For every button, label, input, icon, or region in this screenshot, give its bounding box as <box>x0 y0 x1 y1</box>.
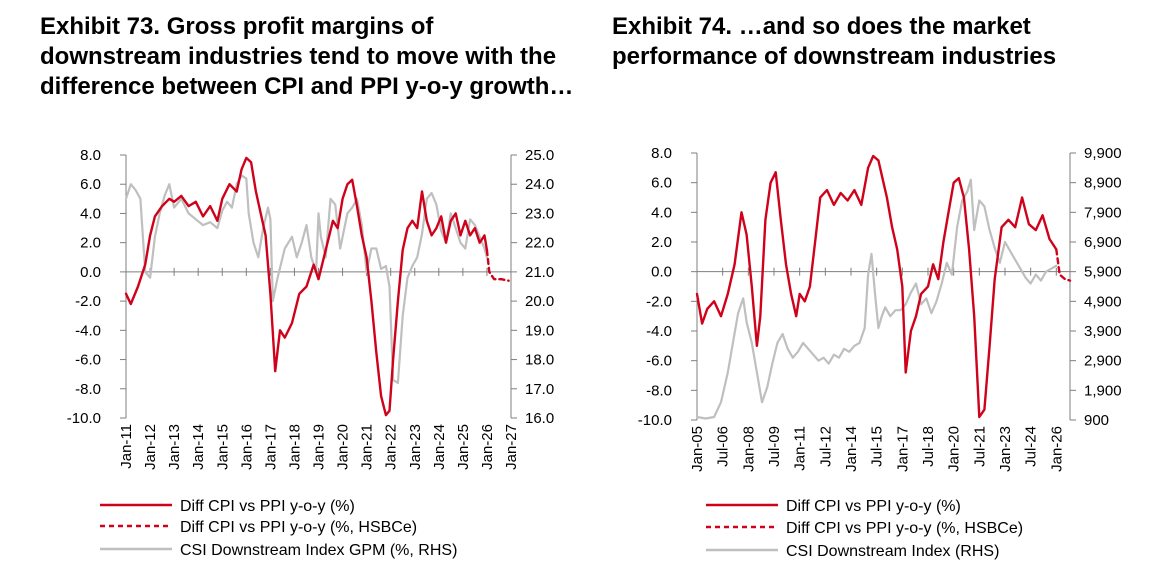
series-line-solid-red <box>695 154 1058 419</box>
x-tick-label: Jan-20 <box>335 424 352 470</box>
left-y-tick-label: -2.0 <box>75 293 101 310</box>
x-tick-label: Jul-15 <box>869 426 886 467</box>
right-y-tick-label: 8,900 <box>1084 175 1122 192</box>
left-y-tick-label: -6.0 <box>646 353 672 370</box>
right-y-tick-label: 19.0 <box>525 322 554 339</box>
legend-label: Diff CPI vs PPI y-o-y (%) <box>786 498 961 515</box>
legend-label: Diff CPI vs PPI y-o-y (%, HSBCe) <box>786 520 1023 537</box>
left-y-tick-label: -8.0 <box>646 382 672 399</box>
x-tick-label: Jul-21 <box>971 426 988 467</box>
x-tick-label: Jan-25 <box>455 424 472 470</box>
x-tick-label: Jan-18 <box>286 424 303 470</box>
x-tick-label: Jul-09 <box>766 426 783 467</box>
left-y-tick-label: 6.0 <box>80 176 101 193</box>
right-y-tick-label: 24.0 <box>525 176 554 193</box>
x-tick-label: Jul-18 <box>920 426 937 467</box>
legend-label: Diff CPI vs PPI y-o-y (%, HSBCe) <box>180 519 417 536</box>
x-tick-label: Jul-06 <box>715 426 732 467</box>
left-y-tick-label: 6.0 <box>651 175 672 192</box>
series-line-solid-red <box>124 156 489 417</box>
series-line-solid-gray <box>124 174 488 384</box>
left-y-tick-label: 8.0 <box>80 147 101 164</box>
left-y-tick-label: -6.0 <box>75 352 101 369</box>
right-y-tick-label: 17.0 <box>525 381 554 398</box>
exhibit-73-title: Exhibit 73. Gross profit margins of down… <box>40 13 574 100</box>
right-y-tick-label: 18.0 <box>525 352 554 369</box>
x-tick-label: Jan-05 <box>689 426 706 472</box>
left-y-tick-label: 0.0 <box>80 264 101 281</box>
left-y-tick-label: 2.0 <box>651 234 672 251</box>
x-tick-label: Jan-11 <box>792 426 809 471</box>
series-line-dashed-red <box>485 248 510 282</box>
right-y-tick-label: 22.0 <box>525 235 554 252</box>
right-y-tick-label: 7,900 <box>1084 204 1122 221</box>
left-y-tick-label: -4.0 <box>646 323 672 340</box>
x-tick-label: Jan-24 <box>431 424 448 470</box>
x-tick-label: Jan-22 <box>383 424 400 470</box>
left-y-tick-label: -10.0 <box>67 410 101 427</box>
x-tick-label: Jan-14 <box>190 424 207 470</box>
series-line-solid-gray <box>695 178 1058 420</box>
x-tick-label: Jan-27 <box>503 424 520 470</box>
x-tick-label: Jan-23 <box>997 426 1014 472</box>
right-y-tick-label: 25.0 <box>525 147 554 164</box>
x-tick-label: Jan-20 <box>946 426 963 472</box>
right-y-tick-label: 900 <box>1084 412 1109 429</box>
x-tick-label: Jan-26 <box>1048 426 1065 472</box>
x-tick-label: Jul-24 <box>1023 426 1040 467</box>
x-tick-label: Jan-13 <box>166 424 183 470</box>
legend-label: CSI Downstream Index GPM (%, RHS) <box>180 542 457 559</box>
right-y-tick-label: 6,900 <box>1084 234 1122 251</box>
x-tick-label: Jan-23 <box>407 424 424 470</box>
right-y-tick-label: 21.0 <box>525 264 554 281</box>
x-tick-label: Jan-26 <box>479 424 496 470</box>
right-y-tick-label: 3,900 <box>1084 323 1122 340</box>
x-tick-label: Jan-17 <box>894 426 911 472</box>
right-y-tick-label: 1,900 <box>1084 382 1122 399</box>
left-y-tick-label: 8.0 <box>651 145 672 162</box>
right-y-tick-label: 23.0 <box>525 205 554 222</box>
x-tick-label: Jan-16 <box>238 424 255 470</box>
left-y-tick-label: 0.0 <box>651 264 672 281</box>
legend-label: CSI Downstream Index (RHS) <box>786 543 999 560</box>
left-y-tick-label: 4.0 <box>80 205 101 222</box>
x-tick-label: Jan-14 <box>843 426 860 472</box>
exhibit-74-title: Exhibit 74. …and so does the market perf… <box>612 13 1057 70</box>
right-y-tick-label: 4,900 <box>1084 293 1122 310</box>
right-y-tick-label: 16.0 <box>525 410 554 427</box>
series-line-dashed-red <box>1055 248 1072 282</box>
x-tick-label: Jan-11 <box>118 424 135 469</box>
x-tick-label: Jan-08 <box>740 426 757 472</box>
left-y-tick-label: -10.0 <box>638 412 672 429</box>
x-tick-label: Jan-17 <box>262 424 279 470</box>
left-y-tick-label: -4.0 <box>75 322 101 339</box>
left-y-tick-label: -8.0 <box>75 381 101 398</box>
left-y-tick-label: -2.0 <box>646 293 672 310</box>
right-y-tick-label: 9,900 <box>1084 145 1122 162</box>
right-y-tick-label: 20.0 <box>525 293 554 310</box>
x-tick-label: Jan-15 <box>214 424 231 470</box>
x-tick-label: Jan-21 <box>359 424 376 470</box>
legend-label: Diff CPI vs PPI y-o-y (%) <box>180 498 355 515</box>
right-y-tick-label: 5,900 <box>1084 264 1122 281</box>
x-tick-label: Jan-19 <box>311 424 328 470</box>
x-tick-label: Jan-12 <box>142 424 159 470</box>
x-tick-label: Jul-12 <box>817 426 834 467</box>
right-y-tick-label: 2,900 <box>1084 353 1122 370</box>
left-y-tick-label: 4.0 <box>651 204 672 221</box>
left-y-tick-label: 2.0 <box>80 235 101 252</box>
